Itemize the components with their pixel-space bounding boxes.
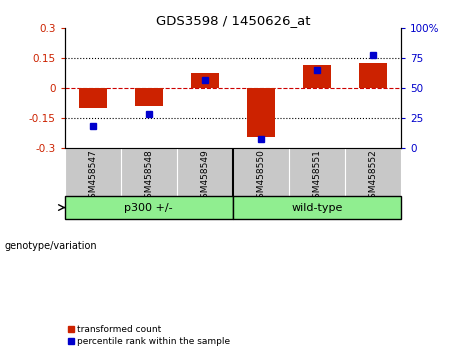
Legend: transformed count, percentile rank within the sample: transformed count, percentile rank withi… [69, 325, 230, 346]
Bar [65, 195, 233, 219]
Text: wild-type: wild-type [291, 202, 343, 212]
Text: GSM458549: GSM458549 [200, 149, 209, 204]
Text: p300 +/-: p300 +/- [124, 202, 173, 212]
Bar [303, 65, 331, 88]
Title: GDS3598 / 1450626_at: GDS3598 / 1450626_at [155, 14, 310, 27]
Bar [78, 88, 106, 108]
Bar [359, 63, 387, 88]
Bar [247, 88, 275, 137]
Text: GSM458550: GSM458550 [256, 149, 266, 204]
Text: GSM458551: GSM458551 [313, 149, 321, 204]
Text: GSM458547: GSM458547 [88, 149, 97, 204]
Bar [135, 88, 163, 106]
Bar [233, 195, 401, 219]
Bar [191, 73, 219, 88]
Text: GSM458548: GSM458548 [144, 149, 153, 204]
Text: genotype/variation: genotype/variation [5, 241, 97, 251]
Text: GSM458552: GSM458552 [368, 149, 378, 204]
